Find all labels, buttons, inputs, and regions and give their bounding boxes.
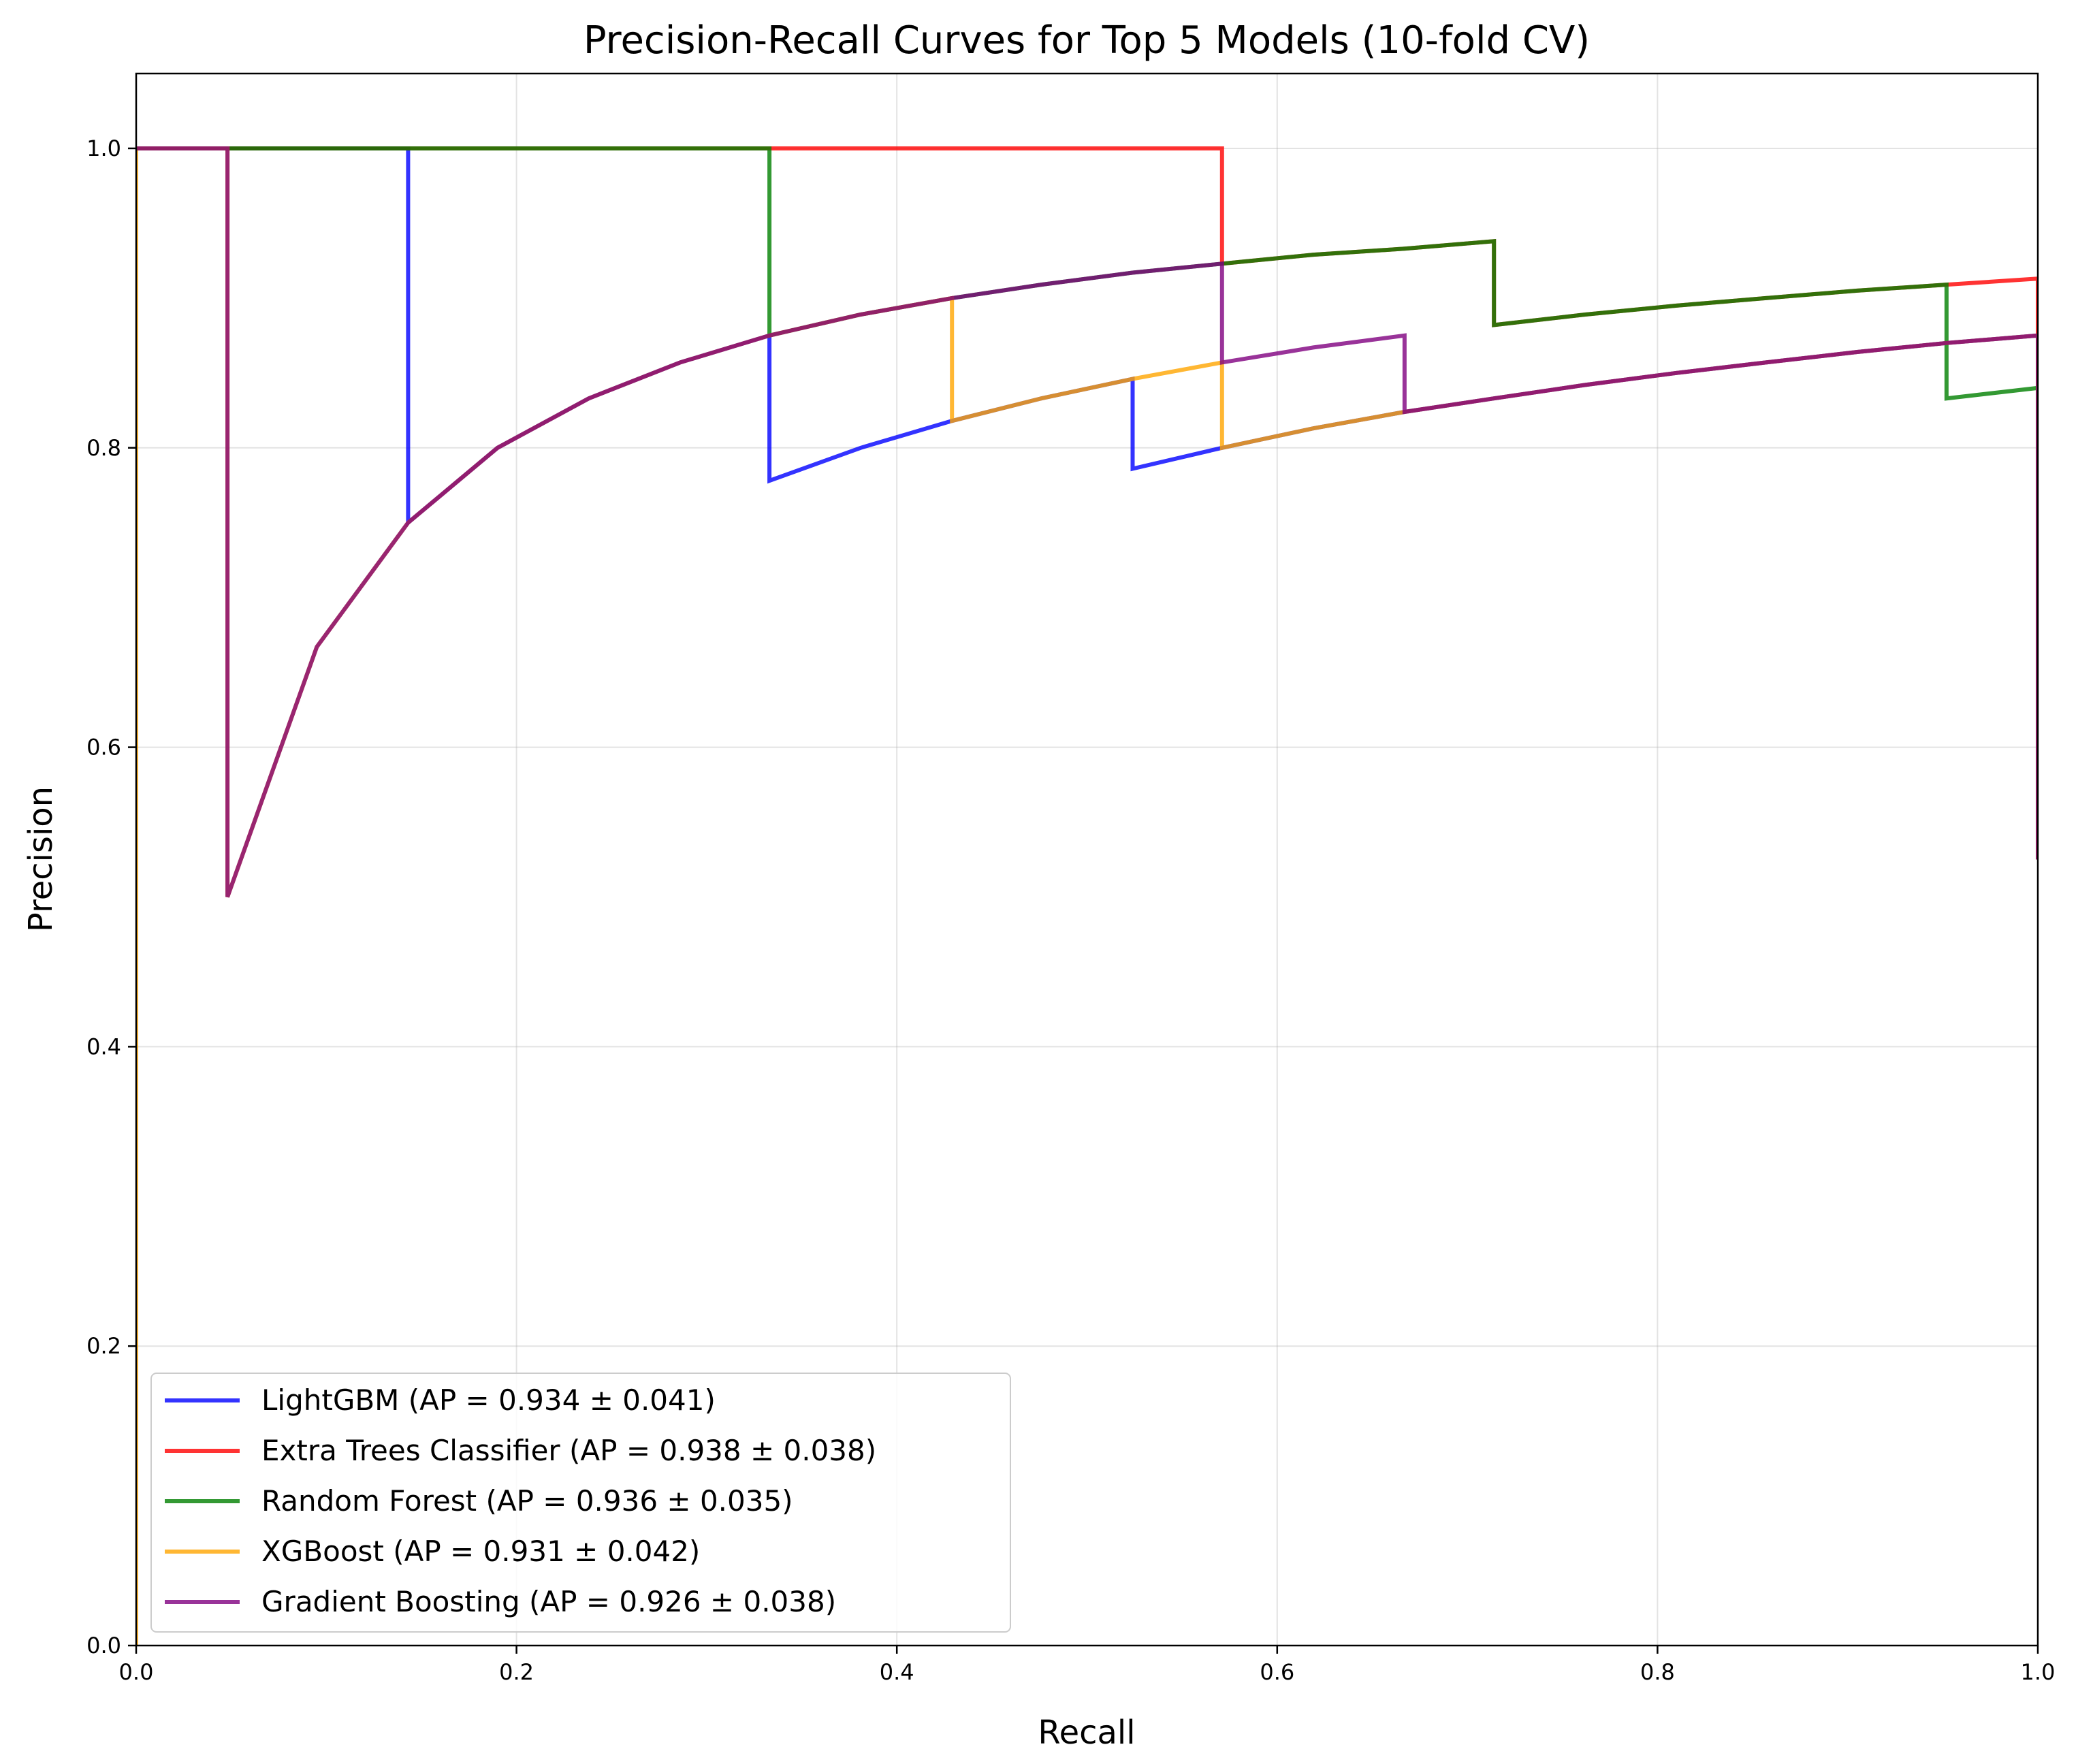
y-axis-ticks: 0.0 0.2 0.4 0.6 0.8 1.0 <box>86 135 136 1658</box>
y-tick-label: 0.0 <box>86 1633 121 1658</box>
legend-label-2: Extra Trees Classifier (AP = 0.938 ± 0.0… <box>261 1434 876 1467</box>
legend: LightGBM (AP = 0.934 ± 0.041) Extra Trees… <box>150 1373 1011 1633</box>
x-axis-ticks: 0.0 0.2 0.4 0.6 0.8 1.0 <box>119 1646 2056 1685</box>
series-layer <box>136 146 2038 1646</box>
y-tick-label: 0.4 <box>86 1033 121 1059</box>
legend-label-4: XGBoost (AP = 0.931 ± 0.042) <box>261 1535 700 1568</box>
x-axis-label: Recall <box>1038 1714 1135 1752</box>
legend-box <box>150 1373 1011 1633</box>
series-line-5 <box>136 146 2038 898</box>
y-tick-label: 0.8 <box>86 435 121 461</box>
plot-frame <box>135 72 2039 1647</box>
legend-label-5: Gradient Boosting (AP = 0.926 ± 0.038) <box>261 1585 836 1618</box>
y-axis-label: Precision <box>22 786 60 932</box>
chart-title: Precision-Recall Curves for Top 5 Models… <box>584 18 1590 63</box>
y-tick-label: 0.6 <box>86 735 121 760</box>
x-tick-label: 0.4 <box>880 1659 914 1685</box>
x-tick-label: 0.2 <box>499 1659 534 1685</box>
legend-label-3: Random Forest (AP = 0.936 ± 0.035) <box>261 1484 793 1518</box>
x-tick-label: 0.0 <box>119 1659 154 1685</box>
x-tick-label: 0.6 <box>1260 1659 1294 1685</box>
legend-label-1: LightGBM (AP = 0.934 ± 0.041) <box>261 1383 716 1417</box>
y-tick-label: 1.0 <box>86 135 121 161</box>
x-tick-label: 0.8 <box>1640 1659 1675 1685</box>
y-tick-label: 0.2 <box>86 1333 121 1359</box>
grid-lines <box>135 74 2039 1646</box>
x-tick-label: 1.0 <box>2021 1659 2056 1685</box>
